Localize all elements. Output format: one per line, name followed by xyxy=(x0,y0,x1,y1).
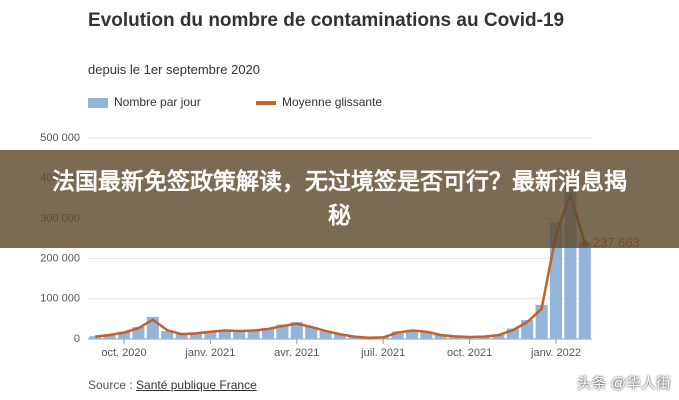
bar xyxy=(89,336,102,339)
bar xyxy=(492,334,505,339)
bar xyxy=(204,331,217,339)
bar xyxy=(535,304,548,339)
x-tick-label: janv. 2022 xyxy=(530,347,581,359)
x-tick-label: oct. 2020 xyxy=(101,347,146,359)
bar xyxy=(449,336,462,339)
bar xyxy=(276,324,289,339)
source-label: Source : xyxy=(88,378,137,392)
overlay-banner xyxy=(0,150,679,248)
bar xyxy=(305,326,318,339)
bar xyxy=(319,330,332,339)
chart-title: Evolution du nombre de contaminations au… xyxy=(88,10,565,31)
x-tick-label: janv. 2021 xyxy=(184,347,235,359)
source-link[interactable]: Santé publique France xyxy=(136,378,257,392)
legend-swatch xyxy=(88,98,108,108)
bar xyxy=(218,329,231,339)
bar xyxy=(117,331,131,339)
legend-label: Moyenne glissante xyxy=(282,95,382,109)
bar xyxy=(161,330,174,339)
y-tick-label: 100 000 xyxy=(40,293,80,305)
chart-subtitle: depuis le 1er septembre 2020 xyxy=(88,62,261,77)
y-tick-label: 200 000 xyxy=(40,253,80,265)
bar xyxy=(333,334,347,339)
bar xyxy=(189,332,203,339)
bar xyxy=(290,322,303,339)
bar xyxy=(261,328,275,339)
bar xyxy=(391,331,404,339)
source: Source : Santé publique France xyxy=(88,378,257,392)
watermark: 头条 @华人街 xyxy=(576,375,671,392)
bar xyxy=(405,329,419,339)
y-tick-label: 500 000 xyxy=(40,132,80,144)
line xyxy=(95,193,586,340)
bar xyxy=(348,336,361,339)
overlay-headline: 法国最新免签政策解读，无过境签是否可行？最新消息揭秘 xyxy=(52,169,627,229)
bar xyxy=(420,331,433,339)
x-tick-label: oct. 2021 xyxy=(447,347,492,359)
legend-label: Nombre par jour xyxy=(114,95,201,109)
bar xyxy=(247,330,260,339)
bar xyxy=(506,328,519,339)
x-tick-label: juil. 2021 xyxy=(360,347,405,359)
y-tick-label: 0 xyxy=(74,333,80,345)
bar xyxy=(103,334,116,339)
bar xyxy=(175,334,188,339)
bar xyxy=(233,330,246,339)
x-tick-label: avr. 2021 xyxy=(274,347,319,359)
bar xyxy=(578,242,591,339)
bar xyxy=(434,334,447,339)
